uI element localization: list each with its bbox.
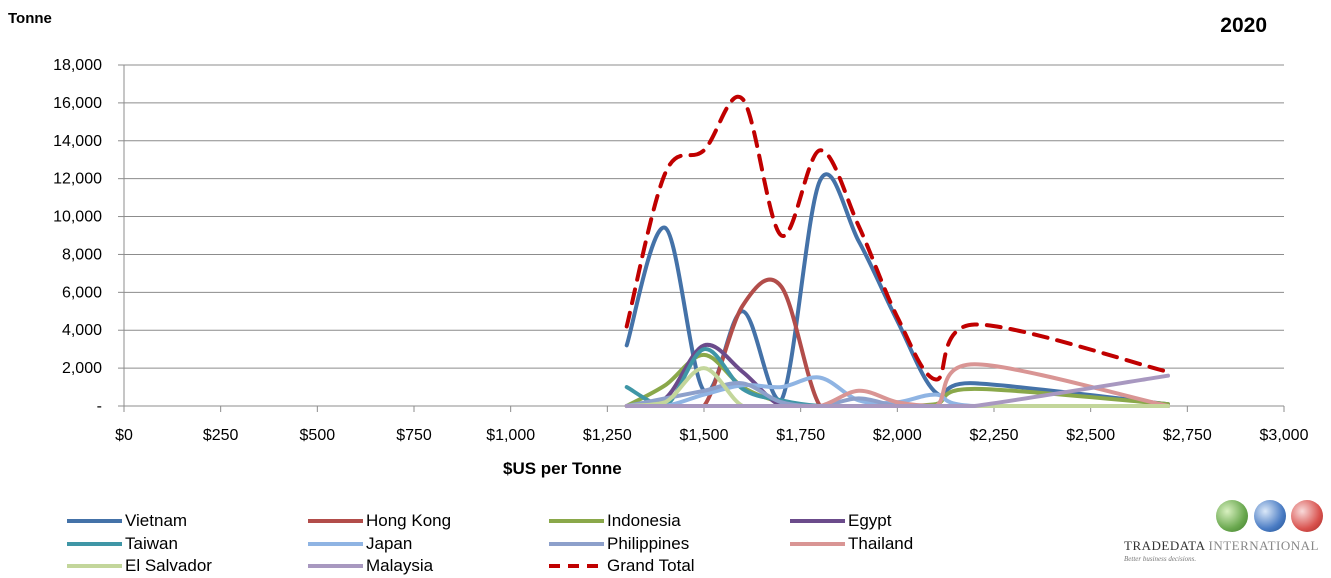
y-axis-title: Tonne <box>8 10 52 27</box>
legend-swatch <box>790 519 845 523</box>
y-tick-label: 6,000 <box>62 284 102 301</box>
y-tick-label: 10,000 <box>53 209 102 226</box>
axes <box>118 64 1285 412</box>
x-tick-label: $1,500 <box>680 427 729 444</box>
legend-label: Grand Total <box>607 556 695 575</box>
x-tick-label: $1,750 <box>776 427 825 444</box>
x-tick-label: $2,250 <box>970 427 1019 444</box>
legend-item-thailand: Thailand <box>787 534 913 554</box>
legend-label: Thailand <box>848 534 914 553</box>
legend-label: El Salvador <box>125 556 212 575</box>
x-tick-label: $1,250 <box>583 427 632 444</box>
legend-label: Japan <box>366 534 413 553</box>
legend-label: Malaysia <box>366 556 434 575</box>
logo-tagline: Better business decisions. <box>1124 555 1197 563</box>
legend-item-el-salvador: El Salvador <box>64 556 212 576</box>
legend-swatch <box>67 564 122 568</box>
x-axis-title: $US per Tonne <box>503 459 622 478</box>
y-tick-label: 14,000 <box>53 133 102 150</box>
legend-swatch <box>67 519 122 523</box>
legend-item-philippines: Philippines <box>546 534 689 554</box>
y-tick-label: 12,000 <box>53 171 102 188</box>
legend-label: Indonesia <box>607 511 681 530</box>
x-tick-label: $2,000 <box>873 427 922 444</box>
x-tick-label: $0 <box>115 427 133 444</box>
series-line-grand-total <box>624 94 1170 382</box>
tick-labels: - 2,000 4,000 6,000 8,000 10,000 12,000 14,000 1… <box>53 57 1309 444</box>
blue-globe-icon <box>1254 500 1286 532</box>
series-line-malaysia <box>624 373 1170 408</box>
y-tick-label: 4,000 <box>62 322 102 339</box>
legend-swatch <box>549 564 604 568</box>
y-tick-label: 18,000 <box>53 57 102 74</box>
legend-label: Vietnam <box>125 511 188 530</box>
x-tick-label: $2,750 <box>1163 427 1212 444</box>
legend-item-grand-total: Grand Total <box>546 556 695 576</box>
x-tick-label: $500 <box>300 427 336 444</box>
legend-swatch <box>67 542 122 546</box>
y-tick-label: - <box>97 398 102 415</box>
x-tick-label: $1,000 <box>486 427 535 444</box>
green-globe-icon <box>1216 500 1248 532</box>
legend-item-egypt: Egypt <box>787 511 891 531</box>
legend-label: Egypt <box>848 511 892 530</box>
legend-swatch <box>790 542 845 546</box>
legend-swatch <box>308 564 363 568</box>
legend-item-japan: Japan <box>305 534 412 554</box>
legend-swatch <box>549 542 604 546</box>
red-globe-icon <box>1291 500 1323 532</box>
legend-swatch <box>308 519 363 523</box>
gridlines <box>124 64 1284 369</box>
legend-swatch <box>308 542 363 546</box>
legend-item-vietnam: Vietnam <box>64 511 187 531</box>
legend-label: Philippines <box>607 534 690 553</box>
logo-brand: TRADEDATA INTERNATIONAL <box>1124 538 1319 553</box>
legend-item-hong-kong: Hong Kong <box>305 511 451 531</box>
tradedata-logo: TRADEDATA INTERNATIONAL Better business … <box>1124 500 1324 566</box>
y-tick-label: 2,000 <box>62 360 102 377</box>
x-tick-label: $750 <box>396 427 432 444</box>
legend-label: Taiwan <box>125 534 178 553</box>
x-tick-label: $250 <box>203 427 239 444</box>
y-tick-label: 16,000 <box>53 95 102 112</box>
series-group <box>624 94 1170 409</box>
chart-title: 2020 <box>1220 14 1267 37</box>
legend-item-malaysia: Malaysia <box>305 556 433 576</box>
legend-swatch <box>549 519 604 523</box>
legend-label: Hong Kong <box>366 511 452 530</box>
legend-item-taiwan: Taiwan <box>64 534 178 554</box>
legend-item-indonesia: Indonesia <box>546 511 681 531</box>
y-tick-label: 8,000 <box>62 246 102 263</box>
x-tick-label: $2,500 <box>1066 427 1115 444</box>
x-tick-label: $3,000 <box>1260 427 1309 444</box>
